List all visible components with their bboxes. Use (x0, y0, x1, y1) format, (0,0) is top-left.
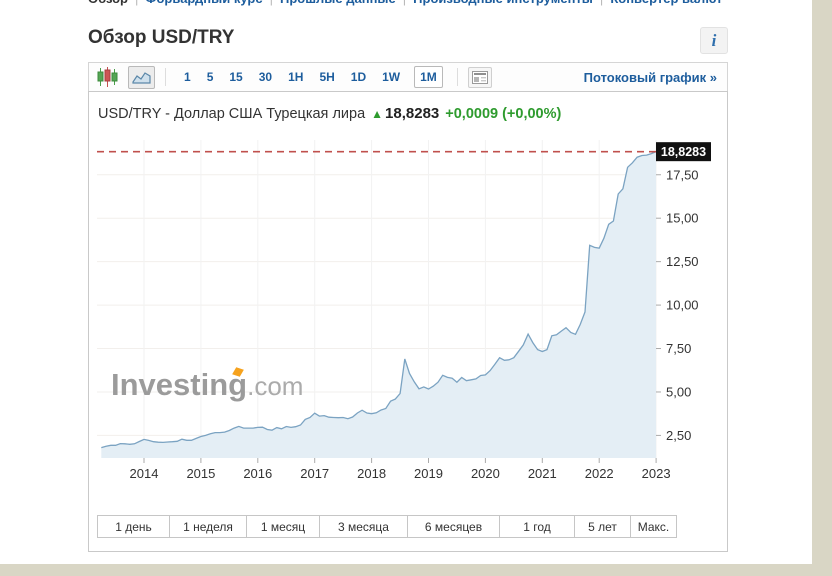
current-price-tag (656, 142, 711, 162)
price-change-percent: (+0,00%) (502, 106, 562, 122)
nav-item-derivatives[interactable]: Производные инструменты (413, 0, 593, 6)
candlestick-chart-icon[interactable] (97, 67, 118, 87)
x-axis-label: 2019 (414, 466, 443, 481)
instrument-name: USD/TRY - Доллар США Турецкая лира (98, 106, 366, 122)
y-axis-label: 2,50 (666, 428, 691, 443)
toolbar-divider (456, 68, 458, 86)
area-series-fill (101, 151, 656, 458)
y-axis-label: 15,00 (666, 211, 699, 226)
chart-title: USD/TRY - Доллар США Турецкая лира ▲ 18,82… (98, 105, 561, 122)
x-axis-label: 2022 (585, 466, 614, 481)
range-1day[interactable]: 1 день (97, 515, 170, 538)
page-title: Обзор USD/TRY (88, 27, 235, 48)
current-price: 18,8283 (385, 105, 440, 122)
y-axis-label: 12,50 (666, 254, 699, 269)
watermark: Investing.com (111, 367, 303, 403)
news-panel-icon[interactable] (467, 66, 492, 88)
up-arrow-icon: ▲ (371, 107, 384, 121)
chart-panel: USD/TRY - Доллар США Турецкая лира ▲ 18,82… (88, 91, 728, 552)
nav-item-currency-converter[interactable]: Конвертер валют (610, 0, 722, 6)
nav-separator: | (270, 0, 273, 6)
y-axis-label: 7,50 (666, 341, 691, 356)
interval-1w[interactable]: 1W (382, 70, 401, 84)
price-change: +0,0009 (445, 106, 499, 122)
info-icon[interactable]: i (700, 27, 728, 54)
interval-1min[interactable]: 1 (184, 70, 191, 84)
x-axis-label: 2017 (300, 466, 329, 481)
range-6months[interactable]: 6 месяцев (407, 515, 500, 538)
y-axis-label: 10,00 (666, 298, 699, 313)
watermark-brand: Investing (111, 367, 248, 402)
interval-1d[interactable]: 1D (350, 70, 367, 84)
desktop-background-bottom (0, 564, 832, 576)
price-line-series (101, 151, 656, 449)
interval-30min[interactable]: 30 (258, 70, 273, 84)
range-1week[interactable]: 1 неделя (169, 515, 247, 538)
x-axis-label: 2021 (528, 466, 557, 481)
interval-1h[interactable]: 1H (288, 70, 304, 84)
x-axis-label: 2023 (642, 466, 671, 481)
price-chart[interactable]: 2014 2015 2016 2017 2018 2019 2020 2021 2022 2023… (89, 92, 729, 553)
range-1month[interactable]: 1 месяц (246, 515, 320, 538)
range-1year[interactable]: 1 год (499, 515, 575, 538)
range-3months[interactable]: 3 месяца (319, 515, 408, 538)
breadcrumb: Обзор | Форвардный курс | Прошлые данные | Про… (88, 0, 722, 7)
nav-separator: | (600, 0, 603, 6)
nav-item-forward-rates[interactable]: Форвардный курс (145, 0, 262, 6)
x-axis-label: 2018 (357, 466, 386, 481)
interval-15min[interactable]: 15 (229, 70, 243, 84)
range-max[interactable]: Макс. (630, 515, 677, 538)
nav-separator: | (135, 0, 138, 6)
area-chart-icon[interactable] (128, 65, 155, 89)
x-axis-label: 2016 (243, 466, 272, 481)
y-axis-label: 17,50 (666, 167, 699, 182)
interval-5min[interactable]: 5 (206, 70, 214, 84)
interval-1m-selected[interactable]: 1M (414, 66, 443, 88)
nav-separator: | (403, 0, 406, 6)
range-selector: 1 день 1 неделя 1 месяц 3 месяца 6 месяц… (97, 515, 677, 538)
desktop-background-right (812, 0, 832, 576)
y-axis-label: 5,00 (666, 384, 691, 399)
x-axis-label: 2020 (471, 466, 500, 481)
x-axis-label: 2014 (130, 466, 159, 481)
range-5years[interactable]: 5 лет (574, 515, 631, 538)
current-price-tag-text: 18,8283 (661, 145, 706, 159)
streaming-chart-link[interactable]: Потоковый график » (583, 69, 717, 85)
toolbar-divider (165, 68, 166, 86)
interval-5h[interactable]: 5H (319, 70, 335, 84)
nav-item-overview[interactable]: Обзор (88, 0, 128, 6)
chart-toolbar: 1 5 15 30 1H 5H 1D 1W 1M Потоковый графи… (88, 62, 728, 92)
nav-item-historical-data[interactable]: Прошлые данные (280, 0, 396, 6)
x-axis-label: 2015 (186, 466, 215, 481)
watermark-suffix: .com (247, 371, 304, 401)
